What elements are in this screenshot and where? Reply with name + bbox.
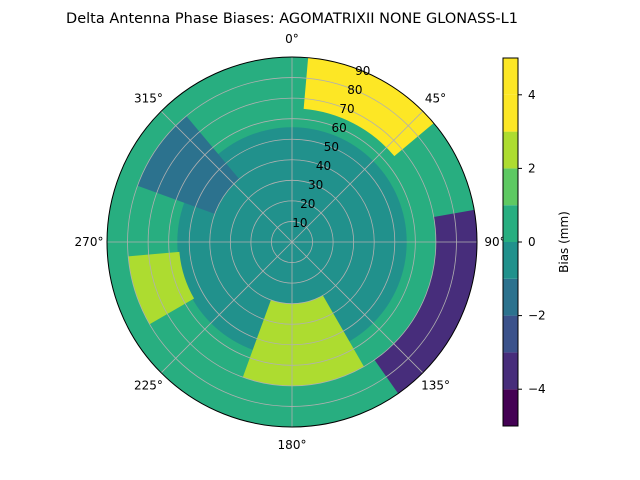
colorbar-band [503, 131, 518, 169]
colorbar-band [503, 168, 518, 206]
bias-region-3 [242, 295, 364, 386]
colorbar-band [503, 352, 518, 390]
colorbar-tick-label: 2 [528, 161, 536, 175]
radial-tick-label: 90 [355, 64, 370, 78]
radial-tick-labels: 10 20 30 40 50 60 70 80 90 [292, 64, 370, 230]
colorbar-tick-label: 4 [528, 88, 536, 102]
radial-tick-label: 40 [316, 159, 331, 173]
colorbar-bands [503, 58, 518, 426]
colorbar-tick-label: −4 [528, 382, 546, 396]
colorbar-band [503, 315, 518, 353]
colorbar-band [503, 242, 518, 279]
grid-spoke [291, 241, 424, 374]
colorbar: 4 2 0 −2 −4 Bias (mm) [502, 57, 571, 427]
angle-tick-label: 270° [75, 235, 104, 249]
grid-spoke [160, 241, 293, 374]
radial-tick-label: 80 [347, 83, 362, 97]
angle-tick-labels: 0° 45° 90° 135° 180° 225° 270° 315° [75, 32, 506, 452]
angle-tick-label: 0° [285, 32, 299, 46]
bias-region-2 [374, 209, 477, 394]
polar-grid [107, 57, 477, 427]
bias-region-4 [128, 251, 195, 325]
grid-spoke [160, 110, 293, 243]
polar-plot-area: 10 20 30 40 50 60 70 80 90 0° 45° 90° 135° 180° 225° 2… [75, 32, 506, 452]
radial-tick-label: 60 [332, 121, 347, 135]
angle-tick-label: 90° [484, 235, 505, 249]
colorbar-band [503, 205, 518, 242]
colorbar-label: Bias (mm) [557, 211, 571, 273]
angle-tick-label: 135° [421, 379, 450, 393]
radial-tick-label: 10 [292, 216, 307, 230]
grid-spoke [291, 110, 424, 243]
radial-tick-label: 70 [339, 102, 354, 116]
chart-title: Delta Antenna Phase Biases: AGOMATRIXII … [66, 11, 518, 27]
radial-tick-label: 20 [300, 197, 315, 211]
colorbar-tick-label: 0 [528, 235, 536, 249]
radial-tick-label: 50 [324, 140, 339, 154]
colorbar-band [503, 278, 518, 316]
angle-tick-label: 45° [425, 91, 446, 105]
radial-tick-label: 30 [308, 178, 323, 192]
colorbar-tick-label: −2 [528, 309, 546, 323]
colorbar-band [503, 58, 518, 95]
angle-tick-label: 180° [278, 438, 307, 452]
colorbar-band [503, 94, 518, 132]
colorbar-ticks: 4 2 0 −2 −4 [518, 88, 546, 396]
angle-tick-label: 225° [134, 379, 163, 393]
colorbar-band [503, 389, 518, 426]
angle-tick-label: 315° [134, 91, 163, 105]
bias-region-1 [334, 63, 411, 117]
polar-outline [106, 56, 478, 428]
